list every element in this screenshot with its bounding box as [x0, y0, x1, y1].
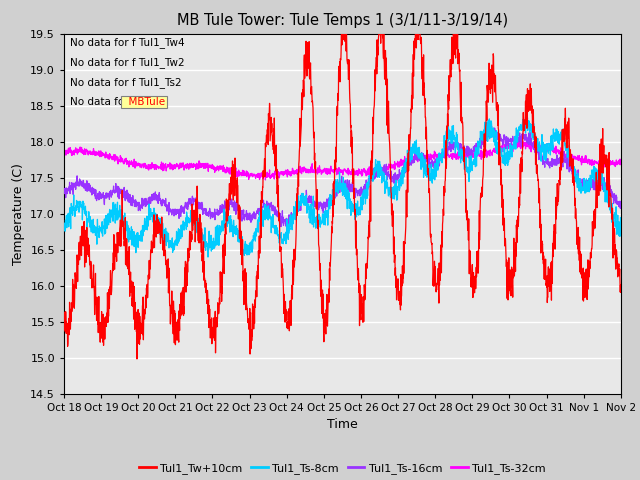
Text: No data for f Tul1_Tw2: No data for f Tul1_Tw2	[70, 57, 184, 68]
Y-axis label: Temperature (C): Temperature (C)	[12, 163, 25, 264]
Text: No data for f: No data for f	[70, 96, 135, 107]
Text: MBTule: MBTule	[122, 96, 166, 107]
Text: No data for f Tul1_Ts2: No data for f Tul1_Ts2	[70, 77, 181, 88]
Legend: Tul1_Tw+10cm, Tul1_Ts-8cm, Tul1_Ts-16cm, Tul1_Ts-32cm: Tul1_Tw+10cm, Tul1_Ts-8cm, Tul1_Ts-16cm,…	[134, 458, 550, 478]
Title: MB Tule Tower: Tule Temps 1 (3/1/11-3/19/14): MB Tule Tower: Tule Temps 1 (3/1/11-3/19…	[177, 13, 508, 28]
X-axis label: Time: Time	[327, 418, 358, 431]
Text: No data for f Tul1_Tw4: No data for f Tul1_Tw4	[70, 37, 184, 48]
